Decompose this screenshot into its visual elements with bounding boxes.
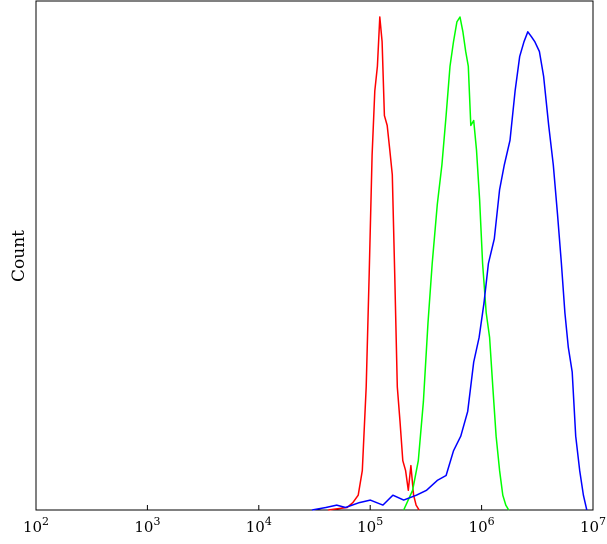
histogram-series-1 <box>328 16 420 511</box>
x-tick-label-1: 102 <box>23 515 49 536</box>
x-tick-label-6: 107 <box>580 515 606 536</box>
plot-frame <box>35 0 594 511</box>
histogram-series-3 <box>311 31 588 511</box>
x-tick-label-4: 105 <box>357 515 383 536</box>
x-tick-layer: 102 103 104 105 106 107 <box>23 505 606 536</box>
x-tick-label-2: 103 <box>134 515 160 536</box>
y-axis-label: Count <box>9 230 29 282</box>
histogram-series-2 <box>403 16 510 511</box>
series-layer <box>311 16 588 511</box>
x-tick-label-3: 104 <box>246 515 272 536</box>
x-tick-label-5: 106 <box>469 515 495 536</box>
